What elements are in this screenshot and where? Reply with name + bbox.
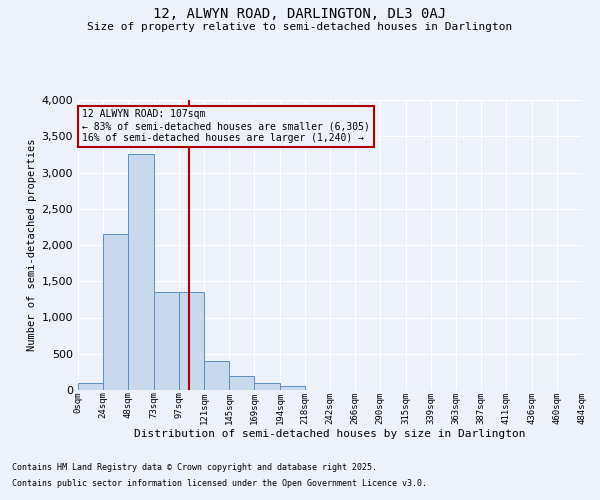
Text: 12, ALWYN ROAD, DARLINGTON, DL3 0AJ: 12, ALWYN ROAD, DARLINGTON, DL3 0AJ bbox=[154, 8, 446, 22]
Bar bbox=[229, 376, 254, 390]
Bar bbox=[103, 234, 128, 390]
X-axis label: Distribution of semi-detached houses by size in Darlington: Distribution of semi-detached houses by … bbox=[134, 429, 526, 439]
Bar bbox=[204, 361, 229, 390]
Y-axis label: Number of semi-detached properties: Number of semi-detached properties bbox=[28, 138, 37, 352]
Bar bbox=[280, 386, 305, 390]
Bar bbox=[154, 292, 179, 390]
Bar bbox=[128, 154, 154, 390]
Bar bbox=[179, 292, 204, 390]
Text: Contains public sector information licensed under the Open Government Licence v3: Contains public sector information licen… bbox=[12, 478, 427, 488]
Bar bbox=[254, 383, 280, 390]
Bar bbox=[78, 383, 103, 390]
Text: Contains HM Land Registry data © Crown copyright and database right 2025.: Contains HM Land Registry data © Crown c… bbox=[12, 464, 377, 472]
Text: 12 ALWYN ROAD: 107sqm
← 83% of semi-detached houses are smaller (6,305)
16% of s: 12 ALWYN ROAD: 107sqm ← 83% of semi-deta… bbox=[82, 110, 370, 142]
Text: Size of property relative to semi-detached houses in Darlington: Size of property relative to semi-detach… bbox=[88, 22, 512, 32]
